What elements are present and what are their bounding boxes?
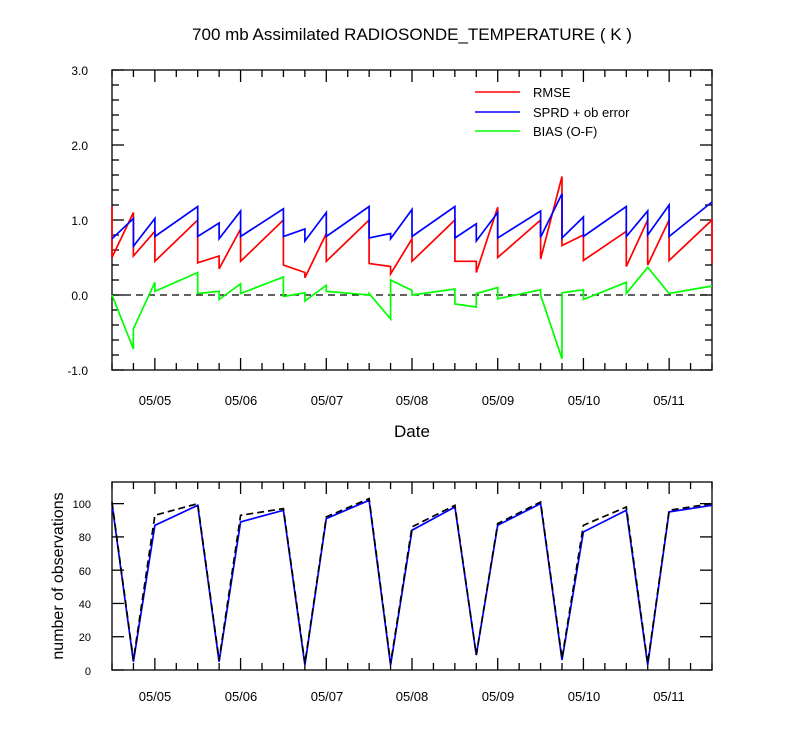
bottom-axis-ticks [111, 482, 713, 671]
y-tick-label: 40 [79, 599, 91, 611]
bottom-chart: 0 20 40 60 80 100 05/05 05/06 05/07 05/0… [50, 481, 713, 704]
top-chart: 700 mb Assimilated RADIOSONDE_TEMPERATUR… [67, 25, 713, 441]
y-tick-label: 3.0 [71, 64, 88, 78]
y-tick-label: 2.0 [71, 139, 88, 153]
obs-count-line-solid [111, 499, 713, 666]
x-tick-label: 05/10 [568, 689, 601, 704]
bottom-x-tick-labels: 05/05 05/06 05/07 05/08 05/09 05/10 05/1… [139, 689, 685, 704]
y-tick-label: -1.0 [67, 364, 88, 378]
x-tick-label: 05/11 [653, 689, 685, 704]
x-tick-label: 05/06 [225, 689, 258, 704]
y-tick-label: 0.0 [71, 289, 88, 303]
series-line-rmse [111, 176, 713, 279]
series-line-bias-o-f [111, 265, 713, 360]
x-tick-label: 05/11 [653, 393, 685, 408]
top-series-group [111, 176, 713, 360]
y-tick-label: 20 [79, 632, 91, 644]
legend-label: SPRD + ob error [533, 105, 630, 120]
x-tick-label: 05/07 [311, 393, 344, 408]
bottom-plot-frame [111, 481, 713, 671]
y-tick-label: 1.0 [71, 214, 88, 228]
chart-title: 700 mb Assimilated RADIOSONDE_TEMPERATUR… [192, 25, 632, 44]
top-axis-ticks [111, 69, 713, 371]
y-tick-label: 60 [79, 566, 91, 578]
x-tick-label: 05/05 [139, 689, 172, 704]
x-tick-label: 05/10 [568, 393, 601, 408]
y-axis-title: number of observations [50, 492, 67, 659]
top-y-tick-labels: -1.0 0.0 1.0 2.0 3.0 [67, 64, 88, 378]
series-line-sprd-ob-error [111, 193, 713, 249]
legend-label: BIAS (O-F) [533, 124, 597, 139]
y-tick-label: 0 [85, 666, 91, 678]
x-tick-label: 05/07 [311, 689, 344, 704]
x-tick-label: 05/08 [396, 393, 429, 408]
legend: RMSE SPRD + ob error BIAS (O-F) [475, 85, 630, 139]
x-axis-title: Date [394, 422, 430, 441]
top-x-tick-labels: 05/05 05/06 05/07 05/08 05/09 05/10 05/1… [139, 393, 685, 408]
x-tick-label: 05/06 [225, 393, 258, 408]
y-tick-label: 100 [73, 499, 91, 511]
obs-count-line-dashed [111, 497, 713, 664]
x-tick-label: 05/09 [482, 689, 515, 704]
legend-label: RMSE [533, 85, 571, 100]
y-tick-label: 80 [79, 532, 91, 544]
x-tick-label: 05/08 [396, 689, 429, 704]
bottom-series-group [111, 497, 713, 666]
bottom-y-tick-labels: 0 20 40 60 80 100 [73, 499, 91, 678]
x-tick-label: 05/05 [139, 393, 172, 408]
x-tick-label: 05/09 [482, 393, 515, 408]
